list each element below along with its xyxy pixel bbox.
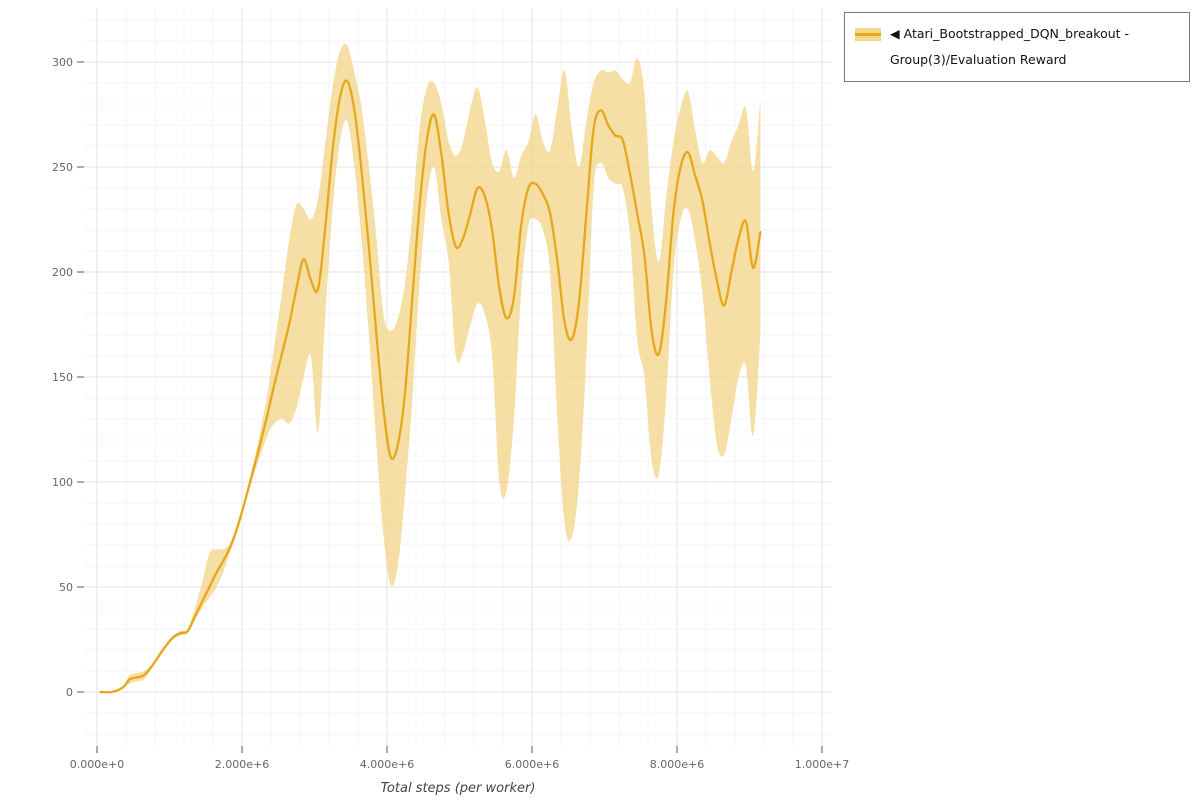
- y-tick-label: 300: [52, 56, 73, 69]
- x-axis-title: Total steps (per worker): [380, 781, 536, 796]
- confidence-band: [100, 43, 761, 693]
- x-tick-label: 8.000e+6: [650, 758, 704, 771]
- x-tick-label: 1.000e+7: [795, 758, 849, 771]
- legend-label: ◀ Atari_Bootstrapped_DQN_breakout - Grou…: [890, 21, 1179, 73]
- x-tick-label: 6.000e+6: [505, 758, 559, 771]
- y-axis: 0 50 100 150 200 250 300: [52, 56, 84, 699]
- y-tick-label: 250: [52, 161, 73, 174]
- y-tick-label: 50: [59, 581, 73, 594]
- x-tick-label: 2.000e+6: [215, 758, 269, 771]
- y-tick-label: 100: [52, 476, 73, 489]
- x-axis: 0.000e+0 2.000e+6 4.000e+6 6.000e+6 8.000e+6…: [70, 746, 849, 771]
- x-tick-label: 4.000e+6: [360, 758, 414, 771]
- x-tick-label: 0.000e+0: [70, 758, 124, 771]
- y-tick-label: 150: [52, 371, 73, 384]
- mean-line[interactable]: [99, 79, 762, 694]
- y-tick-label: 200: [52, 266, 73, 279]
- y-tick-label: 0: [66, 686, 73, 699]
- legend-series-name: Atari_Bootstrapped_DQN_breakout - Group(…: [890, 26, 1130, 67]
- legend[interactable]: ◀ Atari_Bootstrapped_DQN_breakout - Grou…: [844, 12, 1190, 82]
- legend-line-swatch: [855, 33, 881, 36]
- legend-collapse-icon[interactable]: ◀: [890, 26, 900, 41]
- legend-series-swatch[interactable]: [855, 28, 881, 41]
